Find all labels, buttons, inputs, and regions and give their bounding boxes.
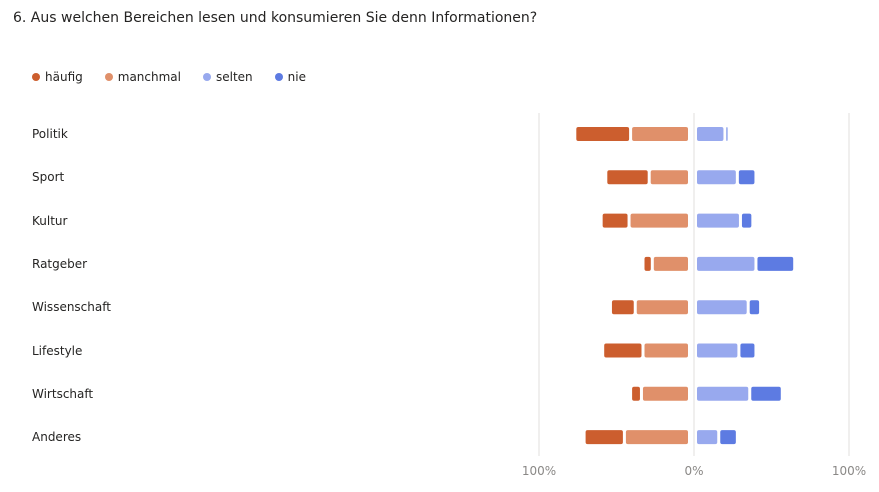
bar-selten (697, 213, 739, 228)
chart-legend: häufig manchmal selten nie (32, 70, 328, 84)
bar-nie (740, 343, 755, 358)
legend-dot-icon (202, 73, 211, 81)
bar-haeufig (644, 256, 651, 271)
category-label: Ratgeber (32, 256, 88, 271)
bar-nie (749, 300, 760, 315)
bar-nie (738, 170, 755, 185)
legend-item-selten[interactable]: selten (202, 70, 253, 84)
legend-dot-icon (104, 73, 113, 81)
bar-nie (741, 213, 752, 228)
bar-selten (697, 300, 747, 315)
bar-manchmal (642, 386, 688, 401)
category-label: Anderes (32, 430, 82, 445)
bar-manchmal (630, 213, 688, 228)
bar-nie (720, 430, 736, 445)
legend-item-haeufig[interactable]: häufig (32, 70, 83, 84)
legend-label: selten (215, 70, 253, 84)
bar-manchmal (625, 430, 688, 445)
bar-selten (697, 430, 718, 445)
category-label: Sport (32, 170, 65, 185)
bar-manchmal (636, 300, 688, 315)
category-label: Kultur (32, 213, 68, 228)
bar-selten (697, 343, 738, 358)
category-label: Politik (32, 127, 68, 141)
bar-selten (697, 256, 755, 271)
bar-haeufig (576, 127, 630, 141)
question-title: 6. Aus welchen Bereichen lesen und konsu… (13, 10, 538, 26)
category-label: Wissenschaft (32, 300, 111, 315)
bar-nie (726, 127, 728, 141)
x-tick-label: 100% (832, 464, 866, 478)
category-label: Lifestyle (32, 343, 83, 358)
legend-item-manchmal[interactable]: manchmal (104, 70, 181, 84)
legend-item-nie[interactable]: nie (274, 70, 306, 84)
legend-label: manchmal (117, 70, 181, 84)
category-label: Wirtschaft (32, 386, 94, 401)
bar-manchmal (653, 256, 688, 271)
bar-selten (697, 386, 749, 401)
bar-haeufig (607, 170, 648, 185)
bar-haeufig (602, 213, 628, 228)
legend-label: nie (287, 70, 306, 84)
x-tick-label: 0% (684, 464, 703, 478)
bar-nie (757, 256, 794, 271)
x-tick-label: 100% (522, 464, 556, 478)
bar-manchmal (632, 127, 688, 141)
bar-manchmal (650, 170, 688, 185)
legend-dot-icon (274, 73, 283, 81)
bar-manchmal (644, 343, 688, 358)
bar-selten (697, 127, 724, 141)
bar-nie (751, 386, 781, 401)
legend-label: häufig (45, 70, 83, 84)
bar-selten (697, 170, 736, 185)
bar-haeufig (632, 386, 640, 401)
bar-haeufig (585, 430, 623, 445)
bar-haeufig (611, 300, 634, 315)
legend-dot-icon (32, 73, 40, 81)
bar-haeufig (604, 343, 642, 358)
